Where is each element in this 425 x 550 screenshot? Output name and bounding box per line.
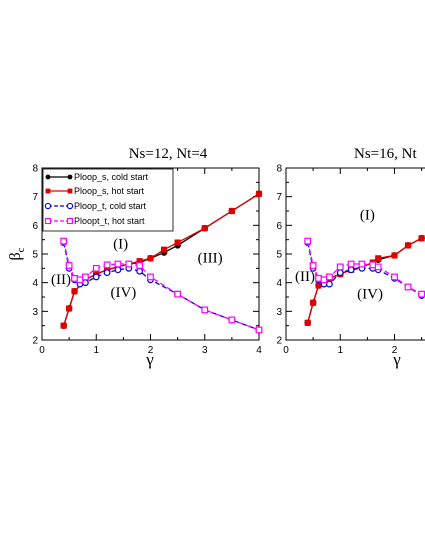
data-point [327,281,333,287]
data-point [359,261,365,267]
data-point [126,261,132,267]
data-point [115,267,121,273]
data-point [148,256,154,262]
data-point [61,238,67,244]
x-tick-label: 1 [337,345,343,356]
x-tick-label: 1 [93,345,99,356]
data-point [375,256,381,262]
data-point [72,288,78,294]
right-data-series [305,235,425,326]
right-x-axis-label: γ [392,350,401,369]
data-point [137,263,143,269]
y-tick-label: 5 [32,250,38,261]
data-point [72,276,78,282]
data-point [405,284,411,290]
left-chart-panel: Ns=12, Nt=4 0 1 2 3 4 2 3 4 5 6 7 8 (I) (II) (III) (IV… [7,146,262,369]
y-tick-label: 7 [276,192,282,203]
data-point [392,253,398,259]
data-point [256,327,262,333]
right-axis-ticks: 0 1 2 2 3 4 5 6 7 8 [276,164,421,357]
y-tick-label: 6 [276,221,282,232]
data-point [202,225,208,231]
data-point [66,306,72,312]
data-point [348,261,354,267]
legend: Ploop_s, cold start Ploop_s, hot start P… [43,169,173,231]
data-point [104,262,110,268]
region-label: (IV) [110,285,136,301]
data-point [256,191,262,197]
legend-label: Ploop_t, cold start [74,201,147,211]
data-point [93,266,99,272]
legend-label: Ploop_s, cold start [74,172,149,182]
data-point [93,274,99,280]
data-point [327,274,333,280]
data-point [83,280,89,286]
data-point [348,267,354,273]
data-point [337,270,343,276]
data-point [161,247,167,253]
data-point [321,277,327,283]
right-chart-title: Ns=16, Nt [354,146,417,162]
data-point [405,243,411,249]
data-point [310,263,316,269]
data-point [77,277,83,283]
x-tick-label: 4 [256,345,262,356]
data-point [61,323,67,329]
data-point [104,270,110,276]
data-point [316,283,322,289]
data-point [148,274,154,280]
y-tick-label: 7 [32,192,38,203]
data-point [316,276,322,282]
right-region-labels: (I) (II) (IV) [295,208,383,303]
data-point [392,274,398,280]
y-tick-label: 8 [32,164,38,175]
y-tick-label: 6 [32,221,38,232]
y-tick-label: 2 [32,336,38,347]
left-x-axis-label: γ [145,350,154,369]
y-tick-label: 5 [276,250,282,261]
x-tick-label: 0 [283,345,289,356]
y-tick-label: 2 [276,336,282,347]
data-point [305,238,311,244]
region-label: (II) [51,272,71,288]
legend-label: Ploop_s, hot start [74,186,145,196]
legend-label: Ploopt_t, hot start [74,216,145,226]
data-point [419,235,425,241]
x-tick-label: 0 [39,345,45,356]
left-y-axis-label: βc [7,247,27,260]
svg-text:βc: βc [7,247,27,260]
data-point [175,291,181,297]
data-point [115,261,121,267]
data-point [202,307,208,313]
left-chart-title: Ns=12, Nt=4 [129,146,208,162]
region-label: (II) [295,269,315,285]
y-tick-label: 3 [276,307,282,318]
right-chart-panel: Ns=16, Nt 0 1 2 2 3 4 5 6 7 8 (I) (II) (IV) γ [276,146,425,369]
data-point [66,263,72,269]
data-point [375,264,381,270]
data-point [370,262,376,268]
data-point [137,268,143,274]
region-label: (I) [360,208,375,224]
data-point [305,320,311,326]
data-point [337,264,343,270]
y-tick-label: 4 [32,278,38,289]
data-point [310,300,316,306]
data-point [229,208,235,214]
data-point [83,274,89,280]
region-label: (I) [113,236,128,252]
y-tick-label: 4 [276,278,282,289]
data-point [229,317,235,323]
data-point [175,240,181,246]
y-axis-label-subscript: c [15,247,27,252]
region-label: (III) [198,251,223,267]
y-axis-label-main: β [7,252,24,260]
right-plot-frame [286,168,425,340]
y-tick-label: 8 [276,164,282,175]
data-point [419,291,425,297]
y-tick-label: 3 [32,307,38,318]
x-tick-label: 3 [202,345,208,356]
region-label: (IV) [357,286,383,302]
